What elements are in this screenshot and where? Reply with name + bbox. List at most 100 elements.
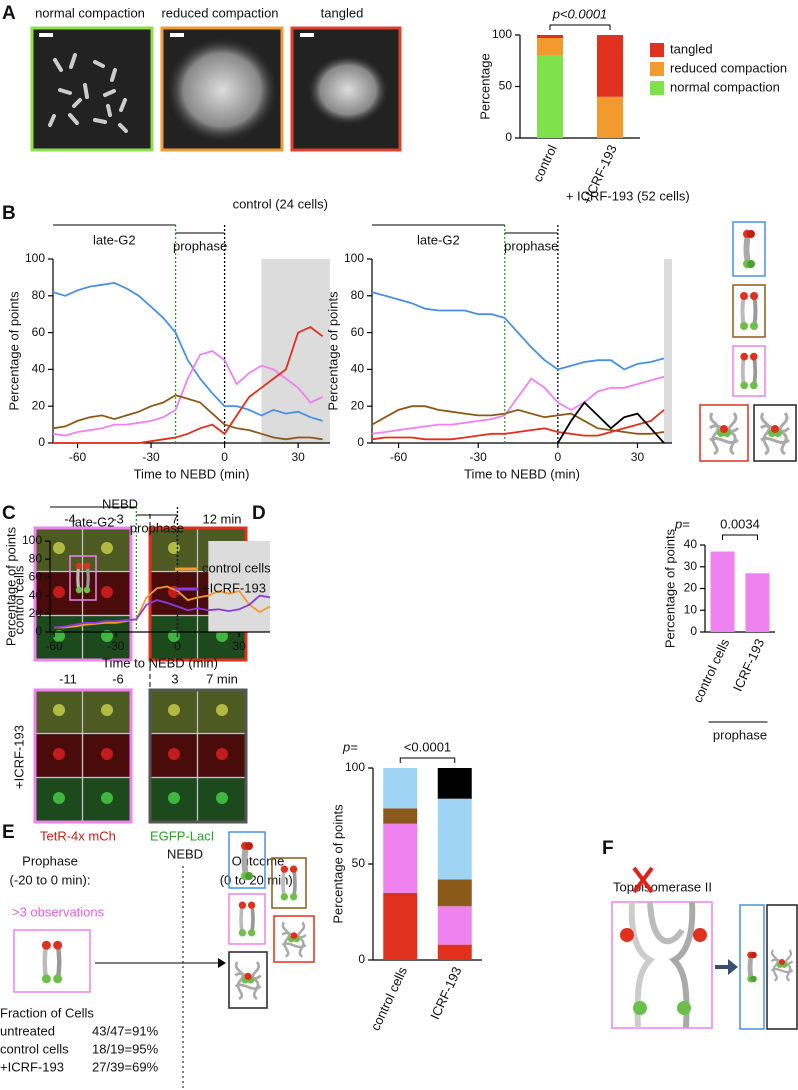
bar-segment bbox=[437, 798, 472, 880]
series-line bbox=[52, 350, 323, 437]
icon-box bbox=[739, 904, 765, 1030]
y-tick-label: 100 bbox=[22, 533, 42, 547]
icon bbox=[738, 290, 760, 332]
bar-segment bbox=[597, 35, 623, 97]
y-tick-label: 80 bbox=[351, 288, 365, 302]
spot bbox=[53, 542, 65, 554]
micrograph-cell bbox=[149, 689, 198, 734]
y-tick-label: 0 bbox=[358, 952, 365, 966]
x-tick-label: -60 bbox=[69, 450, 87, 464]
p-value: 0.0034 bbox=[720, 516, 760, 531]
x-tick-label: -60 bbox=[390, 450, 408, 464]
x-tick-label: -30 bbox=[107, 639, 125, 653]
y-tick-label: 60 bbox=[351, 325, 365, 339]
chromatin bbox=[167, 38, 277, 142]
phase-label: prophase bbox=[173, 238, 227, 253]
x-tick-label: 0 bbox=[554, 450, 561, 464]
time-label: -6 bbox=[112, 671, 124, 686]
frame bbox=[148, 688, 248, 824]
bar-segment bbox=[383, 808, 418, 824]
x-axis-label: Time to NEBD (min) bbox=[102, 655, 218, 670]
y-tick-label: 100 bbox=[25, 251, 45, 265]
heading: (0 to 20 min): bbox=[220, 872, 297, 887]
table-cell: control cells bbox=[0, 1041, 69, 1056]
note: >3 observations bbox=[12, 904, 105, 919]
y-tick-label: 100 bbox=[345, 760, 365, 774]
image-label: tangled bbox=[321, 5, 364, 20]
legend-label: tangled bbox=[670, 41, 713, 56]
y-axis-label: Percentage of points bbox=[330, 804, 345, 924]
dot bbox=[633, 1001, 647, 1015]
p-label: p= bbox=[342, 739, 358, 754]
x-tick-label: control cells bbox=[367, 964, 410, 1033]
icon-box bbox=[611, 901, 713, 1029]
shaded-region bbox=[664, 259, 672, 443]
x-axis-label: Time to NEBD (min) bbox=[464, 466, 580, 481]
y-tick-label: 20 bbox=[684, 581, 698, 595]
series-line bbox=[371, 291, 665, 371]
icon-box bbox=[273, 915, 315, 963]
x-tick-label: control cells bbox=[690, 636, 733, 705]
micrograph bbox=[30, 26, 154, 152]
legend-label: control cells bbox=[202, 560, 271, 575]
time-label: -3 bbox=[112, 511, 124, 526]
legend-swatch bbox=[650, 43, 664, 57]
series-line bbox=[52, 394, 323, 441]
phase-label: late-G2 bbox=[72, 514, 115, 529]
table-title: Fraction of Cells bbox=[0, 1005, 94, 1020]
y-tick-label: 0 bbox=[357, 435, 364, 449]
spot bbox=[216, 704, 228, 716]
y-tick-label: 0 bbox=[505, 130, 512, 144]
chart-title: + ICRF-193 (52 cells) bbox=[566, 188, 690, 203]
spot bbox=[101, 748, 113, 760]
series-line bbox=[371, 375, 665, 435]
y-tick-label: 20 bbox=[32, 398, 46, 412]
bar-segment bbox=[537, 38, 563, 56]
x-tick-label: -60 bbox=[45, 639, 63, 653]
nebd-label: NEBD bbox=[167, 846, 203, 861]
x-tick-label: 30 bbox=[291, 450, 305, 464]
significance-bracket bbox=[722, 534, 758, 540]
panel-label: A bbox=[2, 3, 16, 24]
icon-box bbox=[753, 404, 797, 462]
spot bbox=[101, 704, 113, 716]
x-tick-label: ICRF-193 bbox=[427, 964, 464, 1021]
icon bbox=[743, 230, 755, 268]
chromosomes bbox=[48, 53, 128, 133]
series-line bbox=[54, 585, 271, 629]
x-tick-label: 30 bbox=[631, 450, 645, 464]
y-tick-label: 60 bbox=[32, 325, 46, 339]
panel-label: C bbox=[2, 503, 16, 524]
x-tick-label: 0 bbox=[174, 639, 181, 653]
x-tick-label: control bbox=[530, 142, 560, 184]
series-line bbox=[53, 326, 324, 444]
y-tick-label: 80 bbox=[32, 288, 46, 302]
y-tick-label: 80 bbox=[29, 551, 43, 565]
icon-box bbox=[228, 831, 266, 889]
time-label: 12 min bbox=[202, 511, 241, 526]
spot bbox=[101, 630, 113, 642]
bar-segment bbox=[437, 879, 472, 907]
spot bbox=[168, 748, 180, 760]
p-value: p<0.0001 bbox=[552, 6, 608, 21]
significance-bracket bbox=[549, 24, 611, 30]
icon-box bbox=[228, 893, 266, 945]
icon bbox=[738, 350, 760, 392]
time-label: 7 min bbox=[206, 671, 238, 686]
y-tick-label: 40 bbox=[684, 537, 698, 551]
arrow-head bbox=[218, 958, 226, 968]
phase-label: prophase bbox=[504, 238, 558, 253]
x-axis-label: Time to NEBD (min) bbox=[134, 466, 250, 481]
image-label: normal compaction bbox=[35, 5, 145, 20]
legend-label: +ICRF-193 bbox=[202, 580, 266, 595]
x-tick-label: 0 bbox=[221, 450, 228, 464]
spot bbox=[216, 792, 228, 804]
legend-label: normal compaction bbox=[670, 79, 780, 94]
label: Topoisomerase II bbox=[613, 879, 712, 894]
series-line bbox=[557, 401, 665, 444]
y-tick-label: 0 bbox=[35, 624, 42, 638]
y-tick-label: 30 bbox=[684, 559, 698, 573]
spot bbox=[216, 630, 228, 642]
icon-box bbox=[732, 284, 766, 338]
